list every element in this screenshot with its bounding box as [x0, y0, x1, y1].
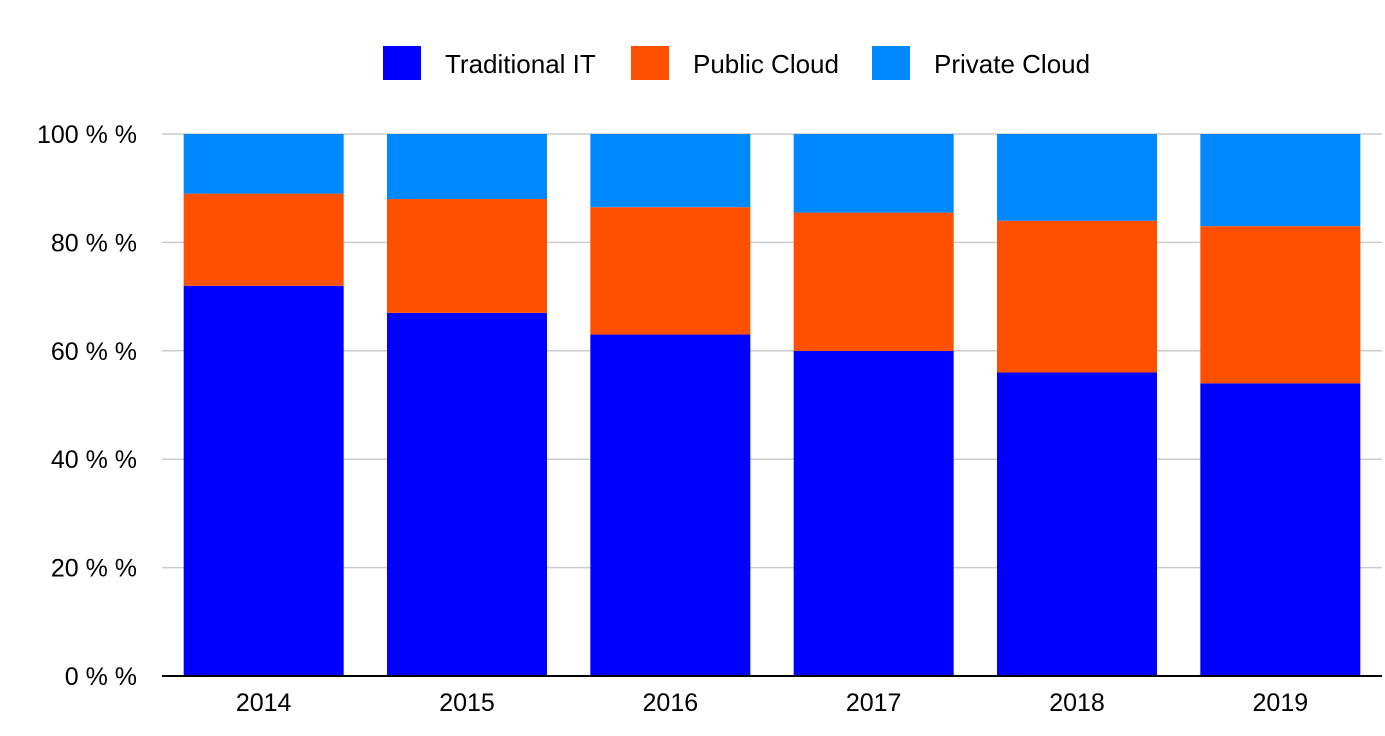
y-tick-label: 100 % % [37, 121, 137, 149]
bar-segment-private-cloud-2014 [183, 134, 344, 194]
bar-segment-traditional-it-2018 [997, 372, 1157, 676]
legend-swatch-private-cloud [872, 46, 910, 80]
legend: Traditional IT Public Cloud Private Cloud [383, 46, 1090, 80]
gridlines [162, 133, 1382, 569]
y-axis-tick-labels: 0 % % 20 % % 40 % % 60 % % 80 % % 100 % % [37, 121, 137, 691]
bars [183, 134, 1361, 676]
x-tick-label: 2018 [1049, 689, 1105, 717]
x-axis-tick-labels: 2014 2015 2016 2017 2018 2019 [236, 689, 1308, 717]
x-tick-label: 2019 [1253, 689, 1309, 717]
bar-segment-traditional-it-2016 [590, 334, 751, 676]
y-tick-label: 20 % % [51, 555, 137, 583]
bar-segment-traditional-it-2017 [793, 350, 954, 676]
bar-segment-traditional-it-2015 [387, 312, 547, 676]
bar-segment-public-cloud-2016 [590, 207, 751, 335]
x-tick-label: 2015 [439, 689, 495, 717]
bar-segment-private-cloud-2016 [590, 134, 751, 208]
y-tick-label: 40 % % [51, 446, 137, 474]
legend-swatch-public-cloud [631, 46, 669, 80]
bar-segment-public-cloud-2014 [183, 193, 344, 286]
legend-label: Private Cloud [934, 49, 1090, 79]
bar-segment-public-cloud-2019 [1200, 226, 1361, 384]
legend-swatch-traditional-it [383, 46, 421, 80]
bar-segment-public-cloud-2015 [387, 199, 547, 313]
bar-segment-traditional-it-2019 [1200, 383, 1361, 676]
x-tick-label: 2014 [236, 689, 292, 717]
x-tick-label: 2017 [846, 689, 902, 717]
legend-label: Public Cloud [693, 49, 839, 79]
bar-segment-private-cloud-2018 [997, 134, 1157, 221]
bar-segment-traditional-it-2014 [183, 285, 344, 676]
y-tick-label: 0 % % [65, 663, 137, 691]
bar-segment-public-cloud-2018 [997, 220, 1157, 373]
y-tick-label: 80 % % [51, 229, 137, 257]
x-tick-label: 2016 [643, 689, 699, 717]
bar-segment-public-cloud-2017 [793, 212, 954, 351]
legend-label: Traditional IT [445, 49, 596, 79]
bar-segment-private-cloud-2017 [793, 134, 954, 213]
y-tick-label: 60 % % [51, 338, 137, 366]
bar-segment-private-cloud-2015 [387, 134, 547, 200]
bar-segment-private-cloud-2019 [1200, 134, 1361, 227]
